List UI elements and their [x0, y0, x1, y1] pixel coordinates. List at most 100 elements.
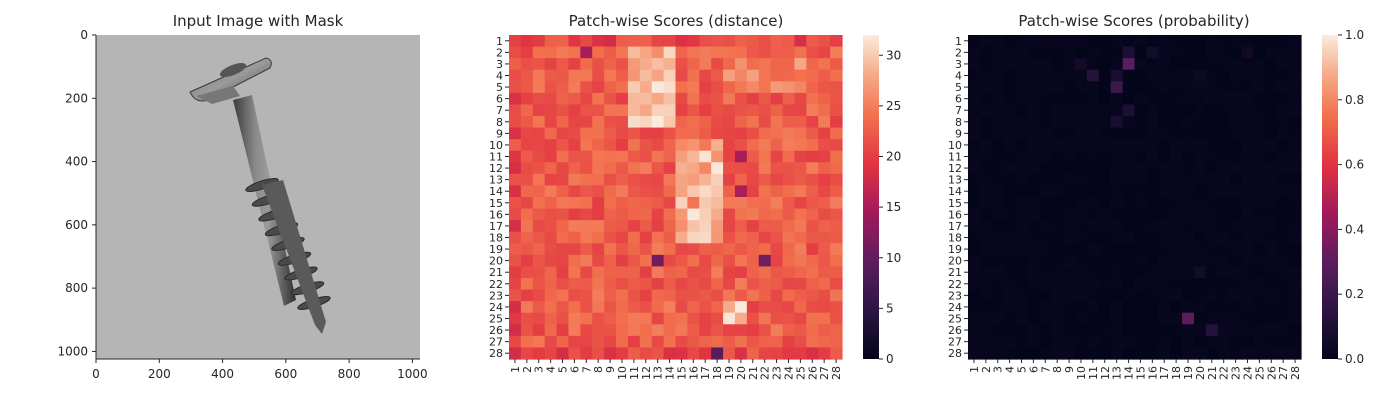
probability-cell — [1229, 347, 1243, 360]
probability-cell — [1146, 266, 1159, 279]
probability-cell — [1229, 116, 1243, 129]
probability-cell — [1027, 185, 1040, 198]
probability-cell — [1146, 69, 1159, 82]
probability-cell — [1265, 185, 1278, 198]
distance-cell — [806, 220, 819, 233]
probability-cell — [1289, 312, 1302, 325]
distance-cell — [580, 139, 593, 152]
probability-cell — [1134, 173, 1147, 187]
probability-cell — [1039, 335, 1052, 349]
distance-cell — [556, 46, 570, 59]
probability-cell — [1110, 301, 1124, 314]
probability-cell — [968, 324, 981, 337]
probability-cell — [1098, 162, 1112, 175]
probability-cell — [1182, 139, 1195, 152]
distance-cell — [544, 243, 558, 256]
distance-cell — [699, 35, 712, 48]
probability-col-label: 14 — [1123, 366, 1136, 380]
probability-cell — [1086, 347, 1100, 360]
probability-cell — [1146, 324, 1159, 337]
probability-cell — [1086, 116, 1100, 129]
probability-cell — [1158, 266, 1171, 279]
distance-cell — [568, 81, 581, 94]
distance-cell — [830, 231, 843, 244]
probability-cell — [1122, 289, 1136, 302]
probability-cell — [1170, 324, 1183, 337]
probability-cell — [968, 231, 981, 244]
probability-cell — [979, 347, 993, 360]
distance-cell — [627, 81, 641, 94]
probability-cell — [1229, 254, 1243, 268]
distance-cell — [580, 46, 593, 59]
distance-cell — [675, 324, 688, 337]
probability-cell — [1241, 35, 1255, 48]
probability-cell — [1158, 173, 1171, 187]
distance-cell — [699, 139, 712, 152]
distance-cell — [568, 162, 581, 175]
distance-cell — [806, 173, 819, 187]
probability-cell — [1015, 81, 1029, 94]
distance-cell — [604, 69, 617, 82]
distance-cell — [711, 162, 724, 175]
distance-cell — [568, 254, 581, 268]
probability-cell — [1027, 127, 1040, 140]
distance-row-label: 6 — [496, 93, 503, 106]
distance-cell — [627, 243, 641, 256]
probability-cell — [991, 69, 1005, 82]
probability-cell — [1182, 324, 1195, 337]
distance-col-label: 18 — [711, 366, 724, 380]
distance-cell — [699, 116, 712, 129]
distance-cell — [723, 197, 736, 210]
distance-cell — [592, 289, 605, 302]
probability-cell — [1146, 139, 1159, 152]
probability-cell — [1098, 220, 1112, 233]
probability-cell — [1205, 69, 1219, 82]
probability-cell — [1170, 127, 1183, 140]
distance-cell — [544, 150, 558, 163]
distance-cell — [520, 150, 534, 163]
distance-cell — [604, 185, 617, 198]
distance-cell — [746, 347, 760, 360]
probability-cell — [1277, 301, 1290, 314]
distance-cell — [520, 254, 534, 268]
distance-cell — [544, 104, 558, 117]
probability-cell — [1193, 58, 1207, 71]
distance-cell — [556, 69, 570, 82]
probability-cell — [1158, 69, 1171, 82]
distance-cell — [711, 243, 724, 256]
probability-cell — [1051, 289, 1064, 302]
probability-cell — [1003, 173, 1017, 187]
distance-col-label: 12 — [640, 366, 653, 380]
distance-cell — [699, 301, 712, 314]
probability-cell — [1063, 69, 1076, 82]
distance-cell — [675, 301, 688, 314]
probability-cell — [1051, 116, 1064, 129]
distance-cell — [544, 347, 558, 360]
distance-cell — [675, 312, 688, 325]
panel1-y-tick-label: 400 — [65, 155, 88, 169]
distance-cell — [782, 197, 796, 210]
distance-cell — [544, 266, 558, 279]
probability-cell — [1039, 312, 1052, 325]
probability-cell — [1051, 185, 1064, 198]
probability-cell — [1229, 127, 1243, 140]
distance-cell — [818, 231, 831, 244]
distance-cell — [651, 81, 665, 94]
probability-cell — [1086, 220, 1100, 233]
probability-cell — [1158, 243, 1171, 256]
probability-cell — [1086, 243, 1100, 256]
distance-cell — [568, 58, 581, 71]
probability-cell — [1217, 69, 1231, 82]
probability-cell — [1158, 104, 1171, 117]
probability-cell — [1265, 231, 1278, 244]
probability-cell — [1039, 92, 1052, 106]
distance-cell — [794, 254, 807, 268]
probability-cell — [1170, 139, 1183, 152]
probability-cell — [1158, 92, 1171, 106]
distance-cell — [806, 231, 819, 244]
probability-cell — [1098, 278, 1112, 291]
probability-cell — [1241, 150, 1255, 163]
distance-cell — [616, 92, 629, 106]
probability-cell — [991, 324, 1005, 337]
